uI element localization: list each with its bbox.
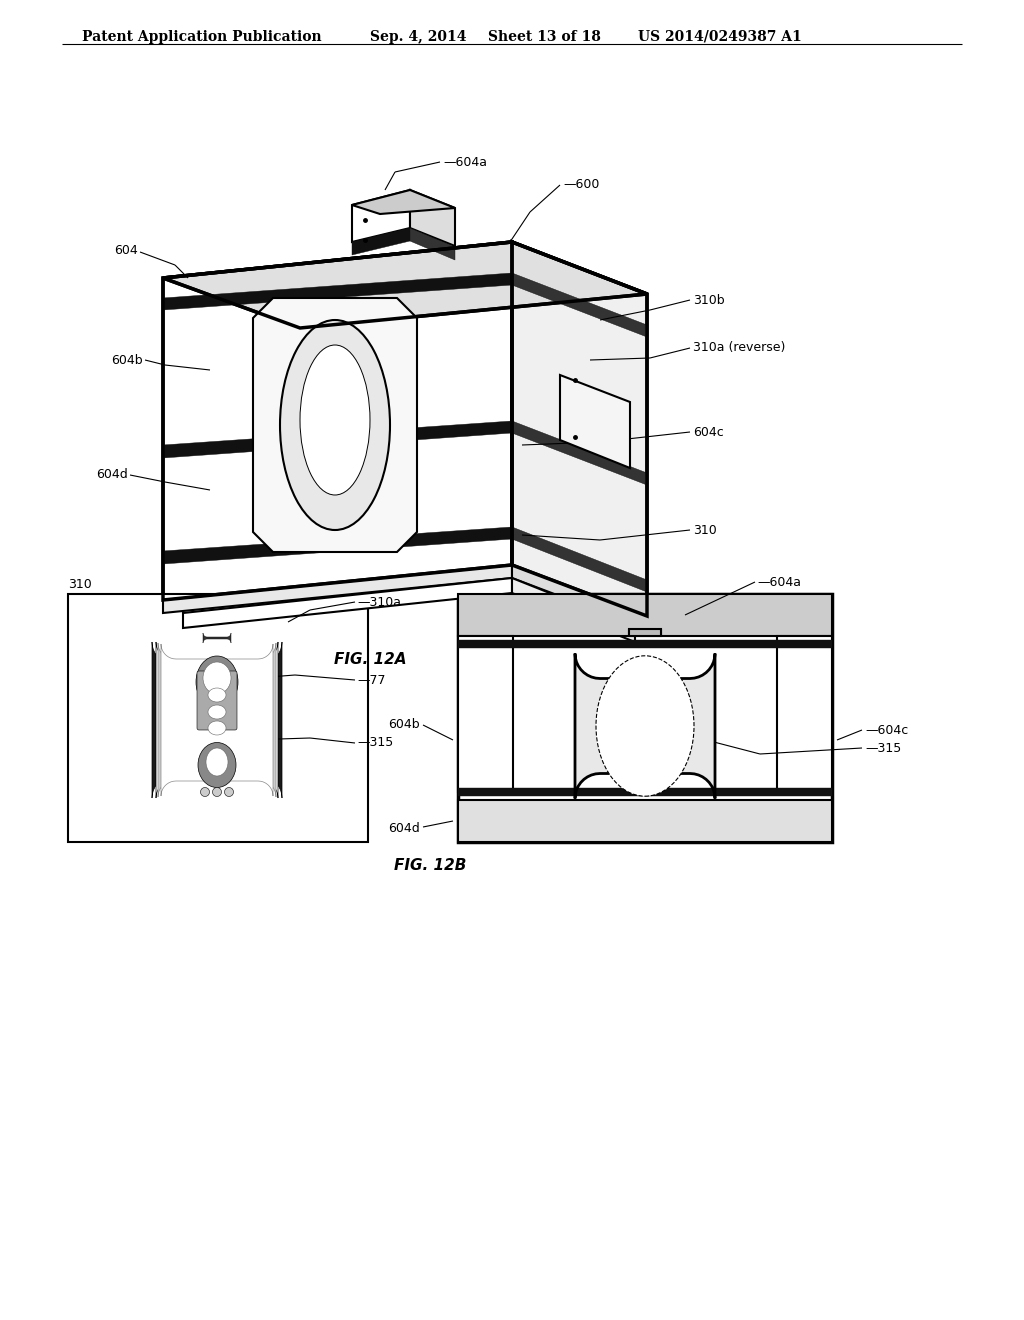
- Text: —604a: —604a: [757, 576, 801, 589]
- Text: —310a: —310a: [357, 595, 401, 609]
- Polygon shape: [512, 578, 635, 642]
- Polygon shape: [163, 421, 512, 458]
- Text: 604b: 604b: [388, 718, 420, 730]
- Polygon shape: [512, 242, 647, 616]
- Polygon shape: [458, 800, 831, 842]
- Polygon shape: [777, 636, 831, 792]
- Polygon shape: [183, 578, 512, 628]
- Ellipse shape: [208, 721, 226, 735]
- Polygon shape: [410, 228, 455, 260]
- Polygon shape: [410, 190, 455, 246]
- Text: —604c: —604c: [865, 723, 908, 737]
- Polygon shape: [629, 630, 662, 636]
- Ellipse shape: [196, 656, 238, 708]
- Polygon shape: [458, 788, 831, 796]
- Polygon shape: [156, 642, 278, 799]
- Text: 604: 604: [115, 244, 138, 257]
- Polygon shape: [352, 228, 410, 255]
- Text: 604c: 604c: [693, 425, 724, 438]
- Text: —315: —315: [357, 737, 393, 750]
- Polygon shape: [152, 642, 282, 799]
- Polygon shape: [458, 640, 831, 648]
- Ellipse shape: [198, 742, 236, 788]
- Polygon shape: [458, 594, 831, 636]
- Text: 604b: 604b: [112, 354, 143, 367]
- Polygon shape: [161, 644, 273, 796]
- Text: Sep. 4, 2014: Sep. 4, 2014: [370, 30, 467, 44]
- Polygon shape: [163, 242, 512, 601]
- Text: Patent Application Publication: Patent Application Publication: [82, 30, 322, 44]
- Polygon shape: [253, 298, 417, 552]
- Ellipse shape: [224, 788, 233, 796]
- Polygon shape: [163, 273, 512, 310]
- Ellipse shape: [280, 319, 390, 531]
- Text: 310a (reverse): 310a (reverse): [693, 342, 785, 355]
- Text: 604d: 604d: [388, 821, 420, 834]
- Text: 602: 602: [693, 602, 717, 615]
- Polygon shape: [458, 594, 831, 842]
- Polygon shape: [575, 653, 715, 799]
- Text: —600: —600: [563, 178, 599, 191]
- Polygon shape: [560, 375, 630, 469]
- Polygon shape: [163, 527, 512, 564]
- Polygon shape: [512, 527, 647, 591]
- Polygon shape: [512, 421, 647, 484]
- Polygon shape: [352, 190, 455, 214]
- Polygon shape: [512, 565, 647, 630]
- Text: 310: 310: [68, 578, 92, 591]
- Polygon shape: [458, 636, 513, 792]
- Text: 310: 310: [693, 524, 717, 536]
- Ellipse shape: [206, 748, 228, 776]
- Text: —604a: —604a: [443, 156, 487, 169]
- Ellipse shape: [201, 788, 210, 796]
- Ellipse shape: [208, 688, 226, 702]
- Polygon shape: [512, 273, 647, 337]
- Ellipse shape: [208, 705, 226, 719]
- Polygon shape: [163, 565, 512, 612]
- Text: FIG. 12A: FIG. 12A: [334, 652, 407, 667]
- Text: 310b: 310b: [693, 293, 725, 306]
- Polygon shape: [163, 242, 647, 327]
- Ellipse shape: [596, 656, 694, 796]
- Text: —315: —315: [865, 742, 901, 755]
- FancyBboxPatch shape: [197, 671, 237, 730]
- Text: 604d: 604d: [96, 469, 128, 482]
- Text: US 2014/0249387 A1: US 2014/0249387 A1: [638, 30, 802, 44]
- Polygon shape: [158, 643, 276, 797]
- Text: FIG. 12B: FIG. 12B: [394, 858, 466, 873]
- Ellipse shape: [213, 788, 221, 796]
- Text: —77: —77: [357, 673, 385, 686]
- Ellipse shape: [203, 663, 231, 694]
- Polygon shape: [352, 190, 410, 242]
- Text: Sheet 13 of 18: Sheet 13 of 18: [488, 30, 601, 44]
- Polygon shape: [68, 594, 368, 842]
- Polygon shape: [203, 634, 231, 643]
- Ellipse shape: [300, 345, 370, 495]
